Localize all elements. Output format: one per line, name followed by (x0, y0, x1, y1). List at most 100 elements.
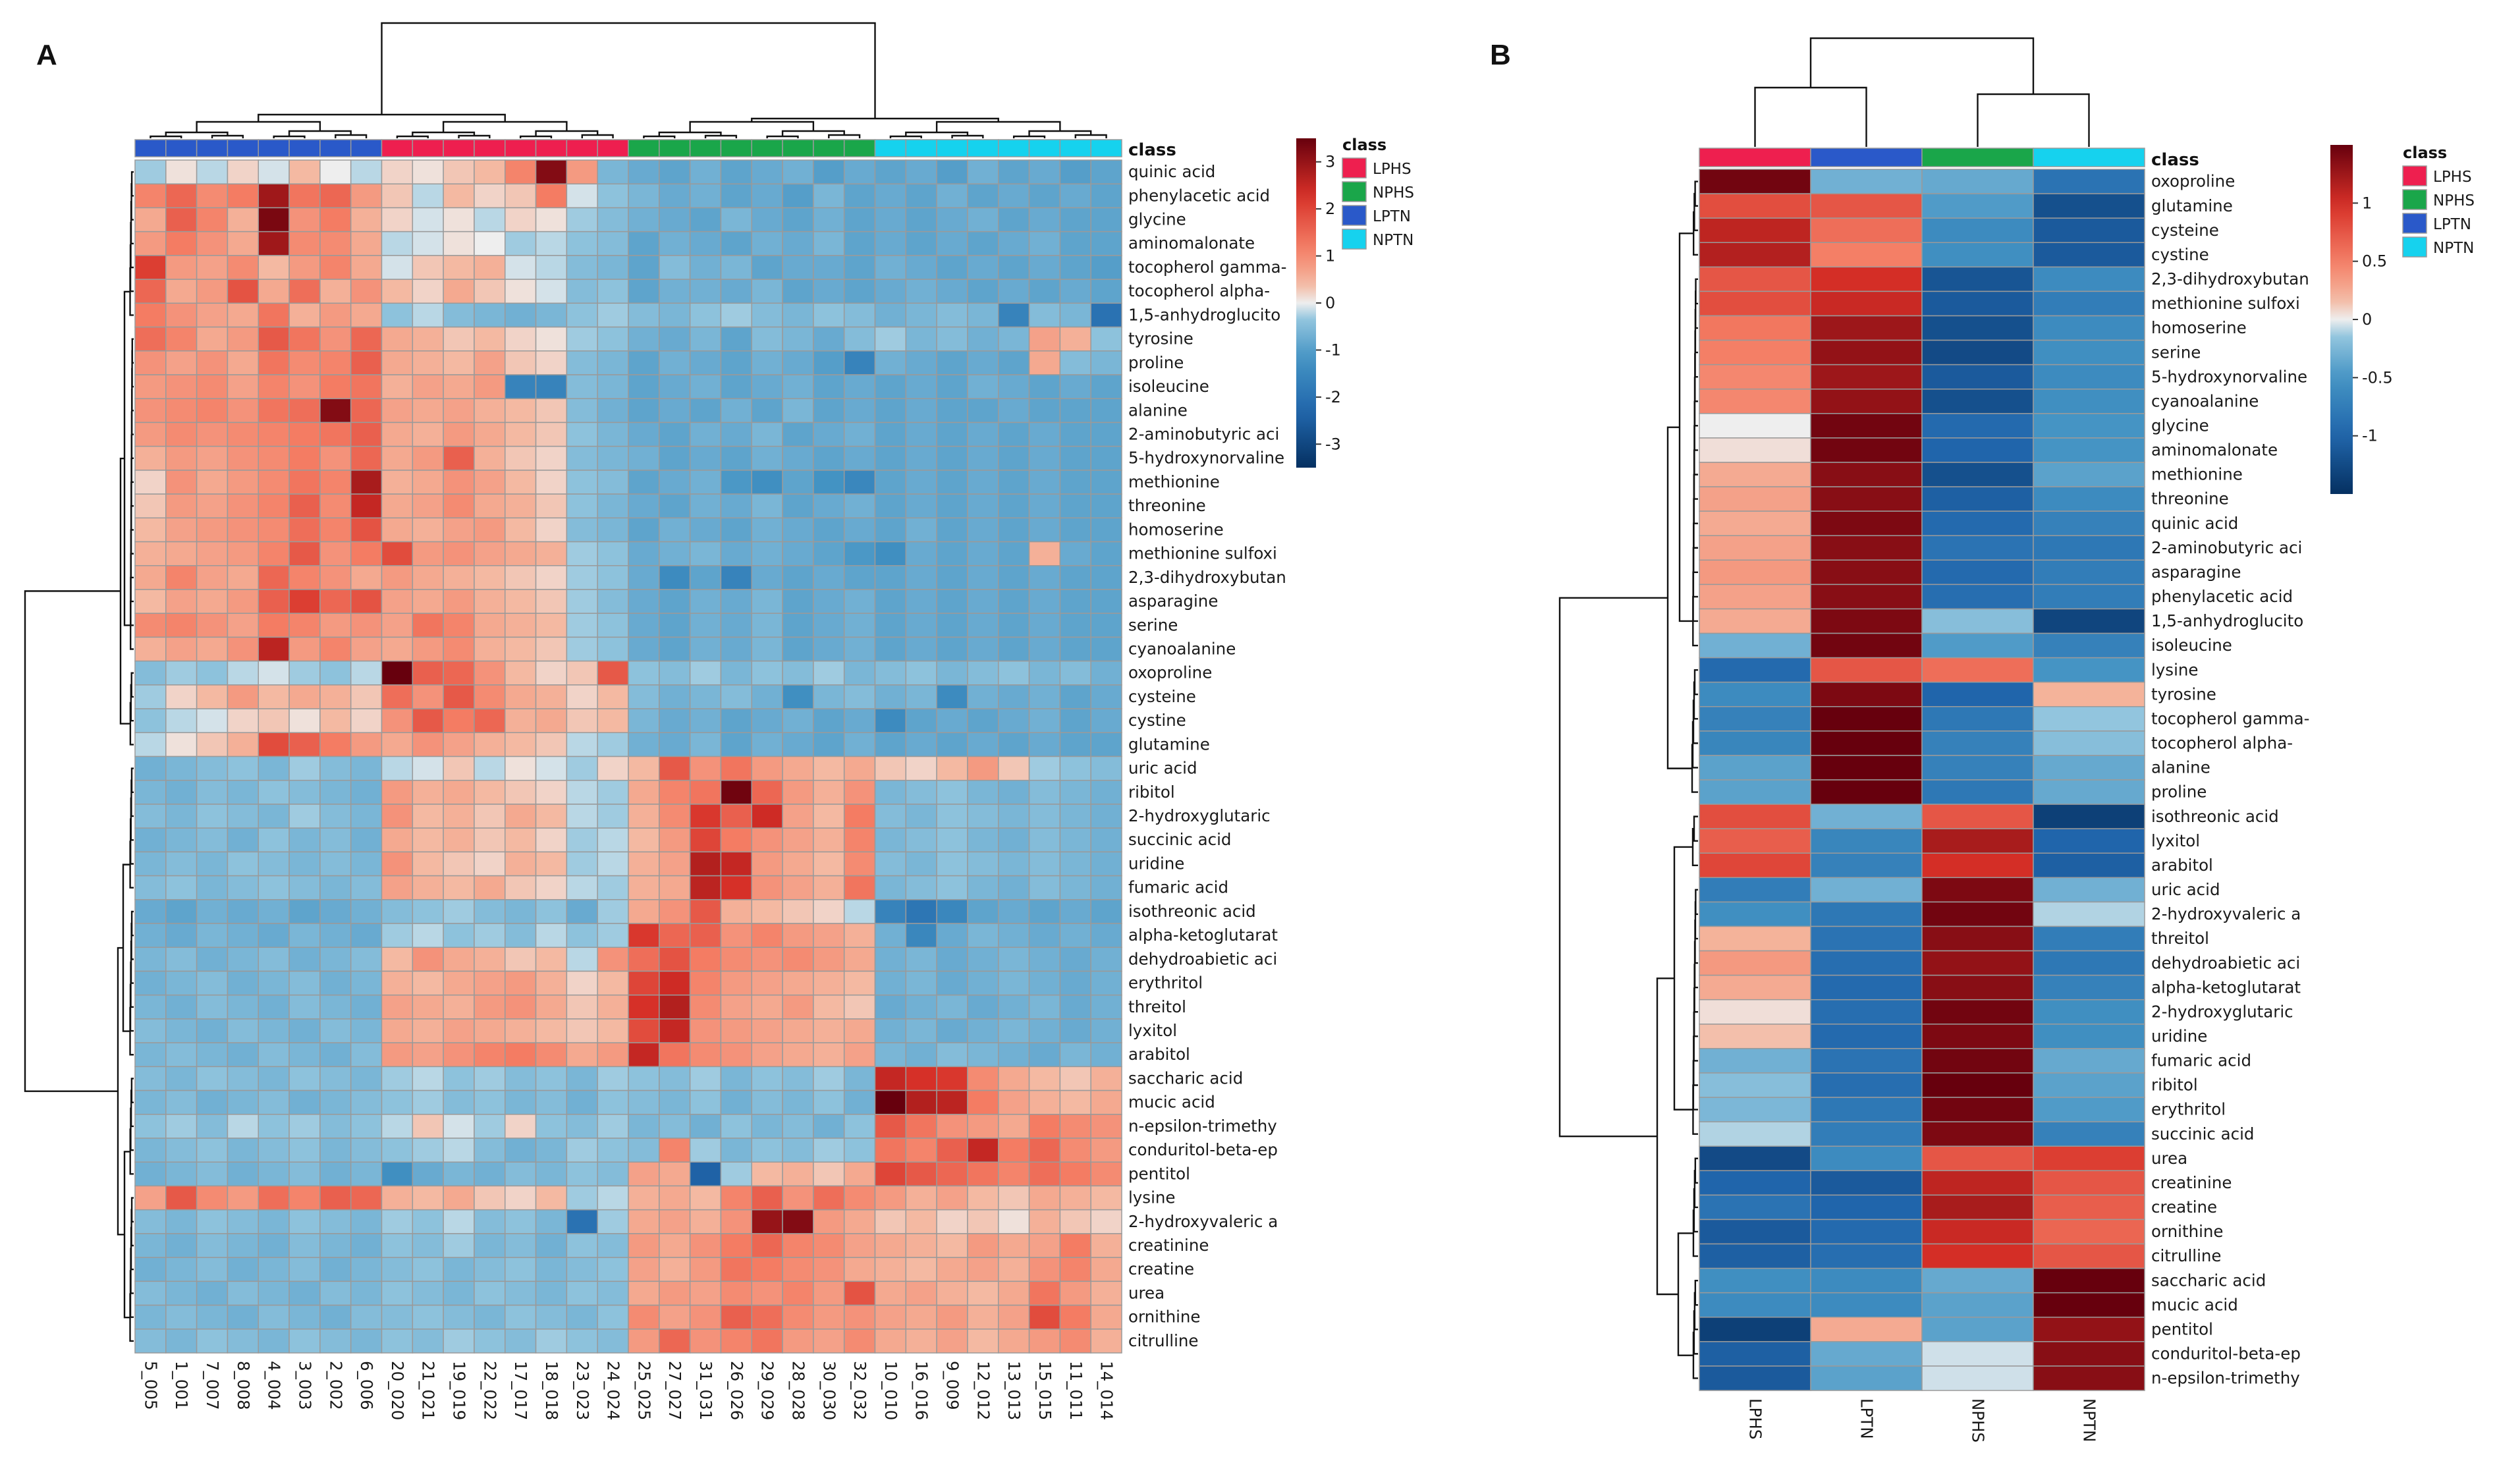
heatmap-cell (134, 374, 167, 399)
heatmap-cell (474, 613, 506, 638)
heatmap-cell (1059, 350, 1091, 375)
heatmap-cell (258, 875, 290, 900)
heatmap-cell (720, 1233, 752, 1258)
heatmap-cell (350, 302, 383, 328)
heatmap-cell (905, 493, 937, 519)
heatmap-cell (720, 827, 752, 853)
heatmap-cell (381, 756, 414, 781)
heatmap-cell (1090, 732, 1122, 757)
heatmap-cell (350, 1042, 383, 1068)
heatmap-cell (288, 564, 321, 590)
heatmap-cell (1921, 339, 2034, 366)
heatmap-cell (535, 1089, 568, 1115)
column-label: 16_016 (912, 1361, 931, 1420)
heatmap-cell (967, 1161, 999, 1187)
heatmap-cell (505, 589, 537, 614)
dendrogram-branch (1694, 1157, 1698, 1184)
heatmap-cell (196, 660, 229, 686)
heatmap-cell (505, 875, 537, 900)
heatmap-cell (967, 564, 999, 590)
heatmap-cell (227, 1280, 259, 1306)
heatmap-cell (1921, 706, 2034, 732)
heatmap-cell (474, 398, 506, 424)
heatmap-cell (474, 422, 506, 447)
heatmap-cell (2033, 974, 2145, 1001)
heatmap-cell (751, 255, 783, 280)
heatmap-cell (843, 302, 876, 328)
heatmap-cell (443, 541, 475, 566)
class-annotation-cell (720, 139, 752, 157)
heatmap-cell (843, 1304, 876, 1330)
heatmap-cell (288, 374, 321, 399)
heatmap-cell (936, 398, 968, 424)
heatmap-cell (196, 779, 229, 805)
heatmap-cell (967, 231, 999, 256)
column-label: 29_029 (758, 1361, 777, 1420)
heatmap-cell (967, 159, 999, 184)
heatmap-cell (258, 445, 290, 471)
row-label: tyrosine (1128, 329, 1194, 348)
heatmap-cell (1059, 1138, 1091, 1163)
heatmap-cell (1921, 999, 2034, 1025)
heatmap-cell (843, 374, 876, 399)
heatmap-cell (381, 350, 414, 375)
heatmap-cell (1810, 657, 1923, 683)
heatmap-cell (843, 1280, 876, 1306)
heatmap-cell (720, 1280, 752, 1306)
heatmap-cell (443, 1209, 475, 1234)
heatmap-cell (628, 445, 660, 471)
heatmap-cell (1810, 1072, 1923, 1098)
heatmap-cell (874, 804, 907, 829)
heatmap-cell (381, 255, 414, 280)
class-annotation-cell (782, 139, 814, 157)
heatmap-cell (381, 326, 414, 352)
heatmap-cell (505, 207, 537, 233)
heatmap-cell (1699, 486, 1811, 512)
heatmap-cell (535, 1233, 568, 1258)
heatmap-cell (381, 589, 414, 614)
heatmap-cell (134, 302, 167, 328)
class-annotation-cell (258, 139, 290, 157)
heatmap-cell (597, 923, 629, 948)
column-label: 11_011 (1066, 1361, 1085, 1420)
heatmap-cell (227, 564, 259, 590)
column-label: 31_031 (696, 1361, 715, 1420)
heatmap-cell (1810, 1243, 1923, 1269)
row-label: glutamine (2151, 196, 2233, 215)
heatmap-cell (474, 1209, 506, 1234)
heatmap-cell (813, 1138, 845, 1163)
heatmap-cell (196, 1257, 229, 1282)
heatmap-cell (597, 541, 629, 566)
heatmap-cell (874, 159, 907, 184)
heatmap-cell (412, 660, 444, 686)
heatmap-cell (288, 398, 321, 424)
heatmap-cell (381, 207, 414, 233)
heatmap-cell (628, 1114, 660, 1139)
heatmap-cell (1699, 413, 1811, 439)
heatmap-cell (412, 1042, 444, 1068)
heatmap-cell (196, 1066, 229, 1091)
heatmap-cell (258, 326, 290, 352)
heatmap-cell (751, 1280, 783, 1306)
row-label: ribitol (2151, 1076, 2198, 1095)
heatmap-cell (443, 1161, 475, 1187)
heatmap-cell (998, 231, 1030, 256)
heatmap-cell (1699, 388, 1811, 414)
heatmap-cell (967, 970, 999, 996)
heatmap-cell (535, 947, 568, 972)
heatmap-cell (967, 947, 999, 972)
heatmap-cell (905, 923, 937, 948)
dendrogram-branch (258, 113, 506, 122)
heatmap-cell (1810, 1145, 1923, 1172)
heatmap-cell (443, 1233, 475, 1258)
heatmap-cell (350, 517, 383, 543)
heatmap-cell (381, 827, 414, 853)
heatmap-cell (165, 804, 198, 829)
heatmap-cell (258, 994, 290, 1020)
heatmap-cell (782, 1209, 814, 1234)
heatmap-cell (659, 374, 691, 399)
heatmap-cell (1059, 708, 1091, 734)
heatmap-cell (1028, 183, 1061, 209)
heatmap-cell (227, 660, 259, 686)
